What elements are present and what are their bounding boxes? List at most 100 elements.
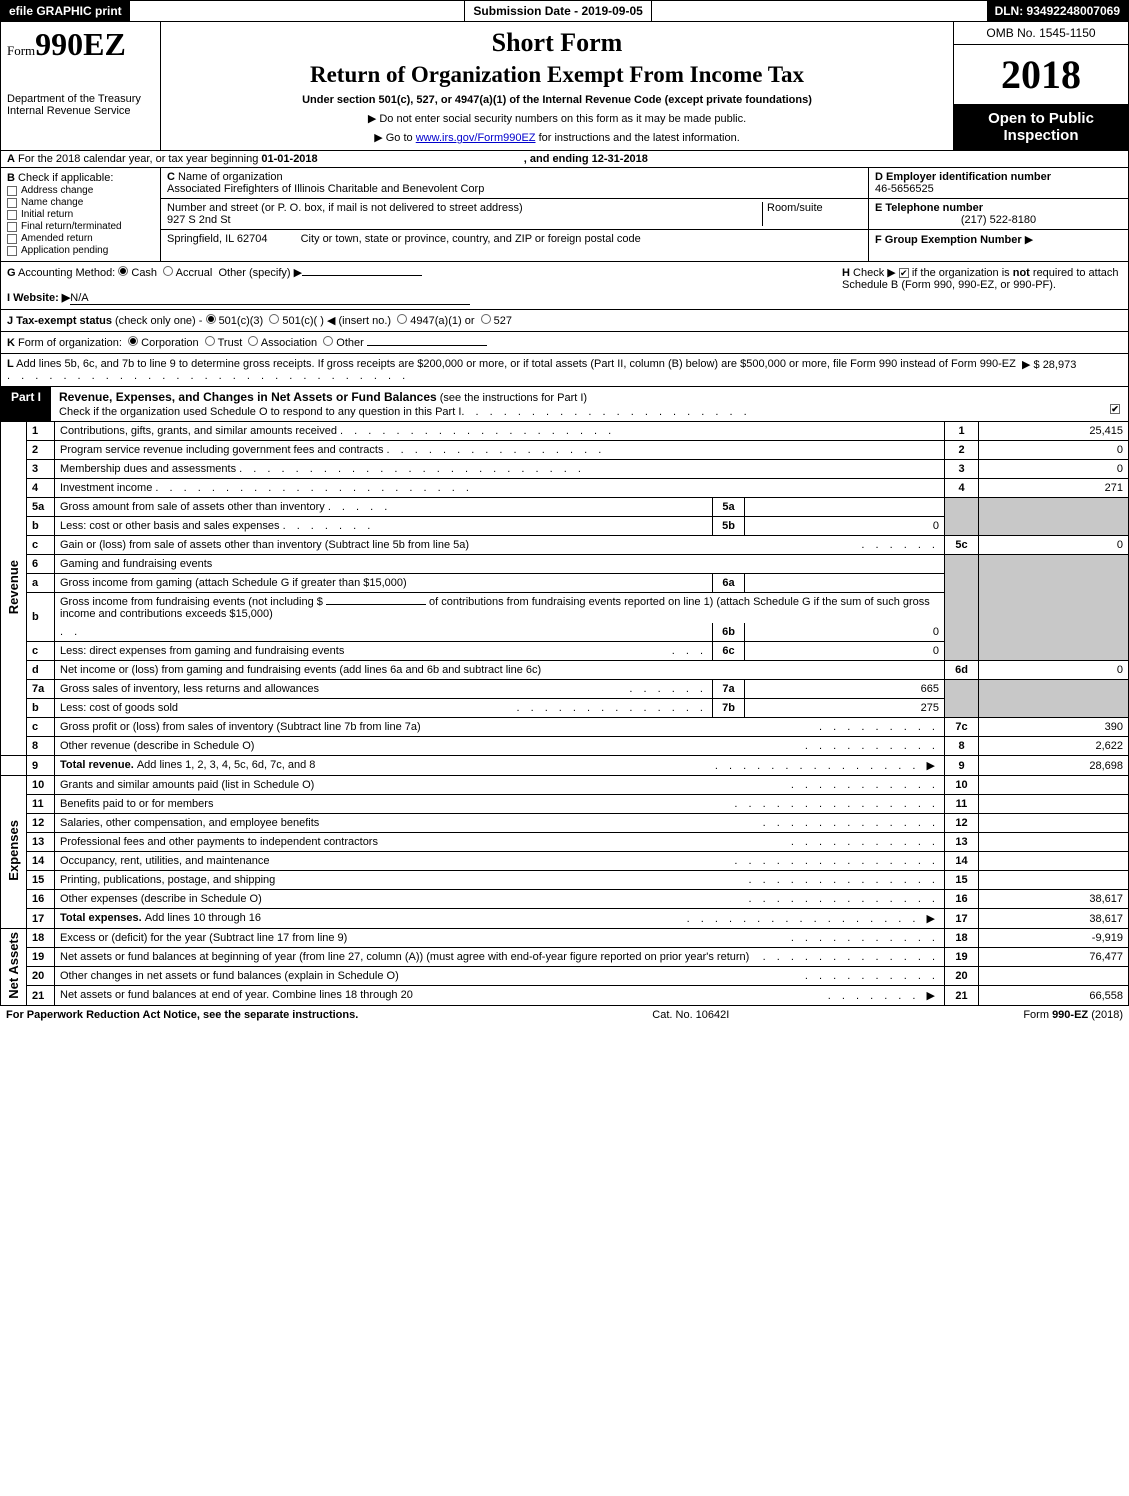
desc-text: Gross amount from sale of assets other t… — [60, 501, 325, 513]
g-text: Accounting Method: — [16, 267, 116, 279]
desc-text: Grants and similar amounts paid (list in… — [60, 779, 314, 791]
radio-501c3-icon[interactable] — [206, 314, 216, 324]
header-left: Form990EZ Department of the Treasury Int… — [1, 22, 161, 150]
desc-text: Gain or (loss) from sale of assets other… — [60, 539, 469, 551]
efile-graphic-print-button[interactable]: efile GRAPHIC print — [1, 1, 130, 21]
dots: . . . . . . . . . . . . . . . — [734, 855, 939, 867]
check-name-change[interactable]: Name change — [7, 197, 154, 208]
line-ref: 21 — [945, 986, 979, 1006]
dots: . . . . . . . . . . . . . . . . — [387, 444, 606, 456]
table-row: Net Assets 18 Excess or (deficit) for th… — [1, 929, 1129, 948]
line-ref: 1 — [945, 422, 979, 441]
table-row: 7a Gross sales of inventory, less return… — [1, 680, 1129, 699]
amount: 38,617 — [979, 890, 1129, 909]
check-label: Final return/terminated — [21, 221, 122, 232]
check-initial-return[interactable]: Initial return — [7, 209, 154, 220]
line-a-text1: For the 2018 calendar year, or tax year … — [15, 153, 261, 165]
line-num: 20 — [27, 967, 55, 986]
dln-label: DLN: 93492248007069 — [987, 1, 1128, 21]
table-row: c Gain or (loss) from sale of assets oth… — [1, 536, 1129, 555]
header-center: Short Form Return of Organization Exempt… — [161, 22, 953, 150]
line-ref: 18 — [945, 929, 979, 948]
street-address: 927 S 2nd St — [167, 214, 231, 226]
line-desc: Other revenue (describe in Schedule O) .… — [55, 737, 945, 756]
fundraising-amount-input[interactable] — [326, 604, 426, 605]
dots: . . . . . . . . . . . . . . . . . . . . … — [239, 463, 585, 475]
other-org-input[interactable] — [367, 345, 487, 346]
other-label: Other (specify) ▶ — [218, 267, 302, 279]
table-row: 20 Other changes in net assets or fund b… — [1, 967, 1129, 986]
d-label: D Employer identification number — [875, 171, 1051, 183]
desc-text: Contributions, gifts, grants, and simila… — [60, 425, 337, 437]
block-g-h: G Accounting Method: Cash Accrual Other … — [0, 262, 1129, 310]
line-ref: 13 — [945, 833, 979, 852]
4947-label: 4947(a)(1) or — [410, 315, 474, 327]
radio-association-icon[interactable] — [248, 336, 258, 346]
desc-text: Other changes in net assets or fund bala… — [60, 970, 399, 982]
lines-table: Revenue 1 Contributions, gifts, grants, … — [0, 422, 1129, 1006]
l-text: Add lines 5b, 6c, and 7b to line 9 to de… — [14, 358, 1016, 370]
radio-accrual-icon[interactable] — [163, 266, 173, 276]
table-row: d Net income or (loss) from gaming and f… — [1, 661, 1129, 680]
desc-text: Less: direct expenses from gaming and fu… — [60, 645, 344, 657]
submission-date-button[interactable]: Submission Date - 2019-09-05 — [464, 1, 651, 21]
table-row: 9 Total revenue. Add lines 1, 2, 3, 4, 5… — [1, 756, 1129, 776]
501c-label: 501(c)( ) ◀ (insert no.) — [282, 315, 391, 327]
schedule-o-checkbox-icon[interactable] — [1110, 404, 1120, 414]
checkbox-schedule-b-icon[interactable] — [899, 268, 909, 278]
desc-text: Benefits paid to or for members — [60, 798, 213, 810]
checkbox-icon — [7, 234, 17, 244]
desc-text: Salaries, other compensation, and employ… — [60, 817, 319, 829]
h-label: H — [842, 267, 850, 279]
dots: . . . . . . . — [283, 520, 375, 532]
line-num: 5a — [27, 498, 55, 517]
instructions-link[interactable]: www.irs.gov/Form990EZ — [416, 132, 536, 144]
radio-4947-icon[interactable] — [397, 314, 407, 324]
line-num: 15 — [27, 871, 55, 890]
other-specify-input[interactable] — [302, 275, 422, 276]
line-ref: 16 — [945, 890, 979, 909]
checkbox-icon — [7, 222, 17, 232]
group-exemption-cell: F Group Exemption Number ▶ — [869, 230, 1128, 249]
cash-label: Cash — [131, 267, 157, 279]
radio-501c-icon[interactable] — [269, 314, 279, 324]
line-num: 16 — [27, 890, 55, 909]
dots: . . — [60, 626, 81, 638]
radio-other-icon[interactable] — [323, 336, 333, 346]
header-note-2: ▶ Go to www.irs.gov/Form990EZ for instru… — [167, 131, 947, 144]
check-address-change[interactable]: Address change — [7, 185, 154, 196]
check-application-pending[interactable]: Application pending — [7, 245, 154, 256]
website-value: N/A — [70, 292, 470, 305]
check-amended-return[interactable]: Amended return — [7, 233, 154, 244]
table-row: 8 Other revenue (describe in Schedule O)… — [1, 737, 1129, 756]
dots: . . . . . . — [629, 683, 707, 695]
sub-amount: 275 — [745, 699, 945, 718]
dots: . . . . . . . . . . . . . . . ▶ — [715, 759, 939, 772]
department-label-2: Internal Revenue Service — [7, 105, 154, 117]
line-num: 10 — [27, 776, 55, 795]
amount — [979, 967, 1129, 986]
form-number: Form990EZ — [7, 26, 154, 63]
dots: . . . . . . . . . . . . . . — [516, 702, 707, 714]
assoc-label: Association — [261, 337, 317, 349]
radio-corporation-icon[interactable] — [128, 336, 138, 346]
table-row: 14 Occupancy, rent, utilities, and maint… — [1, 852, 1129, 871]
part-1-title-text: Revenue, Expenses, and Changes in Net As… — [59, 390, 437, 404]
top-bar: efile GRAPHIC print Submission Date - 20… — [0, 0, 1129, 22]
line-desc-cont: . . — [55, 623, 713, 642]
line-desc: Net assets or fund balances at beginning… — [55, 948, 945, 967]
sub-line-num: 5b — [713, 517, 745, 536]
line-ref: 5c — [945, 536, 979, 555]
line-desc: Salaries, other compensation, and employ… — [55, 814, 945, 833]
radio-cash-icon[interactable] — [118, 266, 128, 276]
radio-trust-icon[interactable] — [205, 336, 215, 346]
amount: 2,622 — [979, 737, 1129, 756]
org-name: Associated Firefighters of Illinois Char… — [167, 183, 484, 195]
check-label: Amended return — [21, 233, 93, 244]
revenue-section-label: Revenue — [1, 422, 27, 756]
radio-527-icon[interactable] — [481, 314, 491, 324]
line-ref: 2 — [945, 441, 979, 460]
check-final-return[interactable]: Final return/terminated — [7, 221, 154, 232]
desc-text: Add lines 1, 2, 3, 4, 5c, 6d, 7c, and 8 — [137, 759, 316, 771]
table-row: 3 Membership dues and assessments . . . … — [1, 460, 1129, 479]
